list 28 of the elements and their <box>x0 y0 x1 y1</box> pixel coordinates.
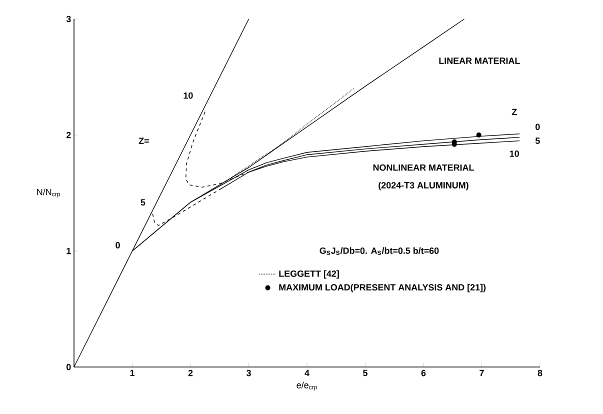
annotation: 5 <box>140 199 146 206</box>
legend-label: LEGGETT [42] <box>279 270 339 279</box>
annotation: Z= <box>138 138 149 144</box>
x-axis-title: e/e$_{crp}$ <box>296 382 317 390</box>
annotation: Z <box>512 108 517 115</box>
x-tick-label: 8 <box>538 370 542 376</box>
x-tick-label: 5 <box>363 370 368 376</box>
x-tick-label: 6 <box>421 370 426 376</box>
x-tick-label: 7 <box>480 370 484 376</box>
annotation: 5 <box>535 138 540 144</box>
y-tick-label: 3 <box>66 16 71 22</box>
x-tick-label: 3 <box>246 370 251 376</box>
annotation: 0 <box>116 242 120 248</box>
x-tick-label: 2 <box>188 370 193 376</box>
annotation: 10 <box>510 150 519 157</box>
y-tick-label: 0 <box>66 364 71 370</box>
annotation: 10 <box>184 92 193 99</box>
legend-label: MAXIMUM LOAD(PRESENT ANALYSIS AND [21]) <box>279 284 486 292</box>
annotation: LINEAR MATERIAL <box>439 58 520 64</box>
y-axis-title: N/N$_{crp}$ <box>37 188 60 198</box>
x-tick-label: 4 <box>304 370 310 376</box>
annotation: 0 <box>536 124 540 130</box>
y-tick-label: 1 <box>66 248 71 254</box>
annotation: G$_{S}$J$_{S}$/Db=0. A$_{S}$/bt=0.5 b/t=60 <box>320 247 439 255</box>
y-tick-label: 2 <box>66 132 71 138</box>
x-tick-label: 1 <box>130 370 134 376</box>
annotation: NONLINEAR MATERIAL <box>373 164 474 171</box>
annotation: (2024-T3 ALUMINUM) <box>378 182 468 190</box>
